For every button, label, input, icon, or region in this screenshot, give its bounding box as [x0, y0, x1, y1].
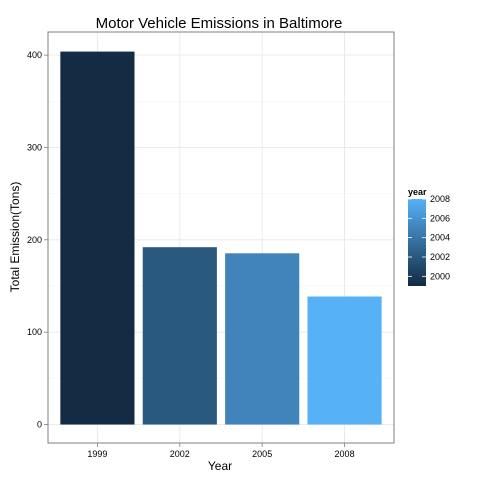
y-tick-label: 300 — [27, 142, 42, 152]
bar-2008 — [307, 296, 382, 425]
legend-tick-label: 2004 — [430, 233, 450, 243]
bar-2005 — [225, 253, 300, 425]
y-tick-label: 400 — [27, 50, 42, 60]
bars — [60, 51, 382, 425]
y-axis: 0 100 200 300 400 — [27, 50, 48, 430]
legend-tick-label: 2000 — [430, 271, 450, 281]
legend-tick-label: 2006 — [430, 213, 450, 223]
legend-ticks: 2000 2002 2004 2006 2008 — [408, 194, 450, 281]
y-tick-label: 200 — [27, 235, 42, 245]
chart-title: Motor Vehicle Emissions in Baltimore — [96, 15, 343, 32]
x-axis-title: Year — [208, 459, 232, 473]
legend-colorbar — [408, 199, 426, 286]
y-tick-label: 100 — [27, 327, 42, 337]
x-tick-label: 1999 — [87, 449, 107, 459]
legend-title: year — [408, 187, 427, 197]
x-tick-label: 2002 — [170, 449, 190, 459]
bar-2002 — [142, 247, 217, 425]
x-tick-label: 2008 — [335, 449, 355, 459]
y-axis-title: Total Emission(Tons) — [8, 182, 22, 293]
color-legend: year 2000 2002 2004 2006 2008 — [408, 187, 450, 286]
bar-1999 — [60, 51, 135, 425]
x-tick-label: 2005 — [252, 449, 272, 459]
plot-panel — [47, 31, 395, 444]
x-axis: 1999 2002 2005 2008 — [87, 443, 355, 459]
y-tick-label: 0 — [37, 420, 42, 430]
legend-tick-label: 2002 — [430, 252, 450, 262]
legend-tick-label: 2008 — [430, 194, 450, 204]
